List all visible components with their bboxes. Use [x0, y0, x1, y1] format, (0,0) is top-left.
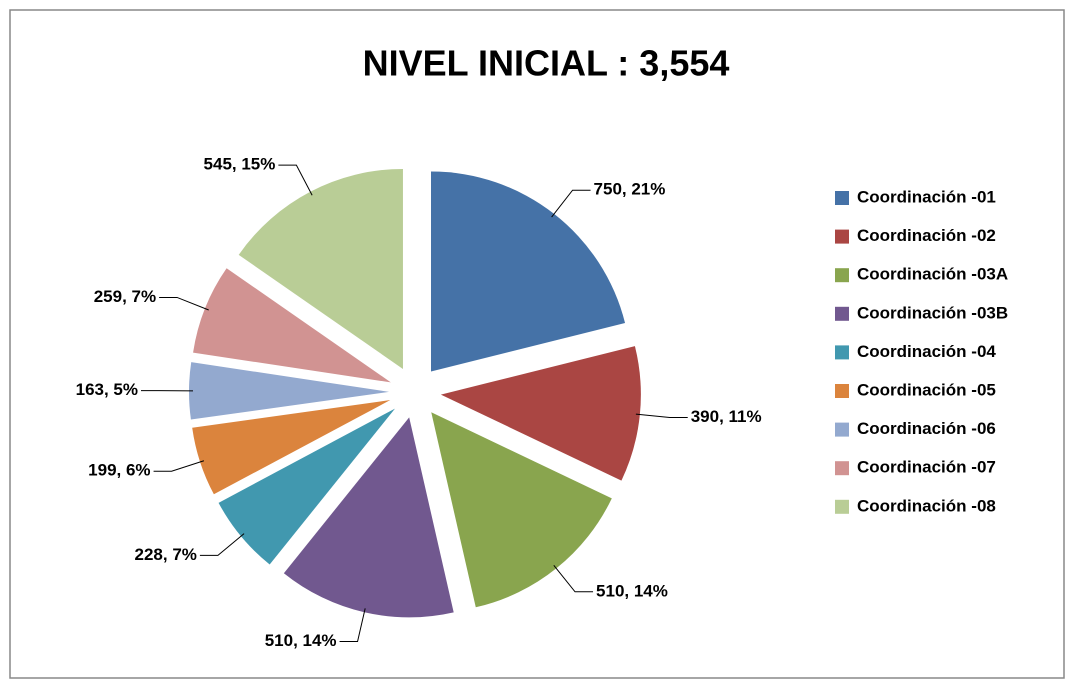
legend-label: Coordinación -06 [857, 419, 996, 438]
data-label: 199, 6% [88, 461, 150, 480]
legend-label: Coordinación -08 [857, 496, 996, 515]
data-label: 545, 15% [204, 155, 276, 174]
legend-label: Coordinación -07 [857, 458, 996, 477]
legend-swatch [835, 268, 849, 282]
legend-label: Coordinación -05 [857, 380, 996, 399]
legend-swatch [835, 384, 849, 398]
legend-swatch [835, 500, 849, 514]
legend-swatch [835, 191, 849, 205]
legend-label: Coordinación -01 [857, 187, 996, 206]
data-label: 259, 7% [94, 287, 156, 306]
legend-swatch [835, 307, 849, 321]
data-label: 510, 14% [596, 581, 668, 600]
legend-label: Coordinación -02 [857, 226, 996, 245]
legend-swatch [835, 461, 849, 475]
legend-label: Coordinación -03B [857, 303, 1008, 322]
legend-swatch [835, 345, 849, 359]
legend-swatch [835, 423, 849, 437]
data-label: 390, 11% [691, 407, 762, 426]
chart-title: NIVEL INICIAL : 3,554 [363, 43, 730, 84]
legend-label: Coordinación -04 [857, 342, 996, 361]
legend-swatch [835, 230, 849, 244]
legend-label: Coordinación -03A [857, 265, 1008, 284]
data-label: 228, 7% [135, 545, 197, 564]
data-label: 750, 21% [594, 180, 666, 199]
data-label: 163, 5% [76, 380, 138, 399]
data-label: 510, 14% [265, 631, 337, 650]
